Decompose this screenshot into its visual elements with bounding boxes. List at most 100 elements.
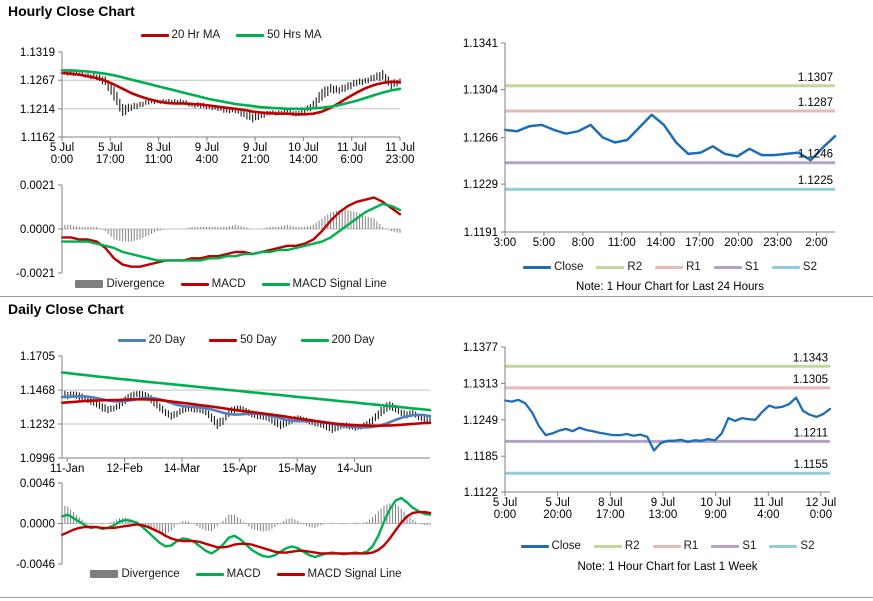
hourly-pivot-chart: 1.1307 1.1287 1.1246 1.1225 1.1341 1.1304 1.12… — [463, 38, 837, 249]
y-tick-label: -0.0046 — [16, 559, 55, 570]
legend-swatch-r2 — [593, 544, 622, 548]
series-ma-50day — [60, 397, 432, 428]
level-label-s2: 1.1225 — [798, 175, 833, 187]
legend-item: S2 — [771, 261, 817, 273]
x-tick-label: 12 Jul — [806, 497, 837, 509]
legend-item: R1 — [655, 261, 701, 273]
series-macd-signal-line — [60, 202, 402, 262]
y-tick-label: 1.1267 — [20, 75, 55, 87]
legend-item: 20 Hr MA — [140, 29, 220, 41]
hourly-pivot-note: Note: 1 Hour Chart for Last 24 Hours — [576, 281, 764, 293]
legend-swatch-200-day — [300, 338, 329, 342]
legend-label: S1 — [742, 540, 757, 552]
legend-item: 50 Day — [209, 334, 277, 346]
series-macd-signal-line — [60, 510, 432, 555]
x-tick-label: 5 Jul — [546, 497, 570, 509]
x-tick-label: 20:00 — [724, 237, 753, 249]
legend-item: R1 — [652, 540, 698, 552]
x-tick-label: 17:00 — [96, 154, 125, 166]
legend-label: Divergence — [106, 278, 165, 290]
y-tick-label: 1.1122 — [464, 487, 498, 499]
x-tick-label: 8 Jul — [598, 497, 622, 509]
daily-ma-legend: 20 Day 50 Day 200 Day — [62, 334, 430, 346]
x-tick-label: 11 Jul — [337, 142, 367, 154]
x-tick-label: 14:00 — [289, 154, 318, 166]
x-tick-label: 11 Jul — [385, 142, 415, 154]
legend-label: 200 Day — [331, 334, 375, 346]
legend-item: MACD — [195, 568, 261, 580]
y-tick-label: 1.1377 — [463, 342, 498, 354]
x-tick-label: 21:00 — [241, 154, 270, 166]
legend-label: 50 Day — [240, 334, 277, 346]
x-tick-label: 0:00 — [51, 154, 73, 166]
series-close-line — [503, 396, 832, 452]
x-tick-label: 20:00 — [543, 509, 572, 521]
x-tick-label: 14-Mar — [164, 463, 201, 475]
x-tick-label: 5 Jul — [98, 142, 122, 154]
x-tick-label: 3:00 — [494, 237, 516, 249]
legend-swatch-divergence — [90, 570, 119, 578]
x-tick-label: 5 Jul — [50, 142, 74, 154]
series-ma-200day — [60, 371, 432, 412]
weekly-pivot-legend: Close R2 R1 S1 S2 — [505, 540, 830, 552]
y-tick-label: 1.1229 — [463, 179, 498, 191]
y-tick-label: 1.1705 — [20, 351, 55, 363]
legend-item: S1 — [711, 540, 756, 552]
level-label-s1: 1.1211 — [794, 427, 828, 439]
y-tick-label: 1.1162 — [21, 132, 55, 144]
legend-swatch-s1 — [711, 544, 740, 548]
level-label-s2: 1.1155 — [794, 459, 828, 471]
level-label-r1: 1.1305 — [793, 374, 828, 386]
legend-item: MACD Signal Line — [276, 568, 402, 580]
y-tick-label: 0.0000 — [20, 224, 55, 236]
legend-item: MACD Signal Line — [261, 278, 387, 290]
x-tick-label: 2:00 — [805, 237, 827, 249]
y-tick-label: 1.1319 — [20, 47, 55, 59]
hourly-section-title: Hourly Close Chart — [8, 3, 135, 19]
legend-swatch-20-hr-ma — [140, 33, 169, 37]
x-tick-label: 17:00 — [596, 509, 625, 521]
y-tick-label: 1.1232 — [20, 419, 55, 431]
x-tick-label: 11-Jan — [50, 463, 84, 475]
level-label-s1: 1.1246 — [798, 149, 833, 161]
daily-macd-legend: Divergence MACD MACD Signal Line — [62, 568, 430, 580]
legend-swatch-divergence — [75, 280, 104, 288]
y-tick-label: -0.0021 — [16, 268, 55, 277]
legend-swatch-close — [520, 544, 549, 548]
legend-swatch-r1 — [655, 265, 684, 269]
x-tick-label: 0:00 — [810, 509, 832, 521]
y-tick-label: 0.0046 — [20, 478, 55, 490]
y-tick-label: 1.1468 — [20, 385, 55, 397]
section-divider — [0, 296, 873, 297]
level-label-r2: 1.1307 — [798, 72, 833, 84]
x-tick-label: 14:00 — [646, 237, 675, 249]
x-tick-label: 4:00 — [757, 509, 779, 521]
x-tick-label: 14-Jun — [337, 463, 372, 475]
hourly-macd-chart: 0.0021 0.0000 -0.0021 — [16, 180, 402, 277]
legend-label: R1 — [686, 261, 701, 273]
legend-label: 50 Hrs MA — [267, 29, 322, 41]
weekly-pivot-note: Note: 1 Hour Chart for Last 1 Week — [577, 561, 758, 573]
x-tick-label: 8 Jul — [146, 142, 170, 154]
legend-item: Close — [523, 261, 583, 273]
x-tick-label: 5 Jul — [493, 497, 517, 509]
x-tick-label: 8:00 — [572, 237, 594, 249]
y-tick-label: 1.1185 — [464, 451, 498, 463]
y-tick-label: 1.1249 — [463, 415, 498, 427]
x-tick-label: 15-May — [278, 463, 317, 475]
weekly-pivot-chart: 1.1343 1.1305 1.1211 1.1155 1.1377 1.1313 1.12… — [463, 342, 837, 521]
legend-label: MACD Signal Line — [307, 568, 402, 580]
legend-label: S1 — [744, 261, 759, 273]
legend-item: MACD — [180, 278, 246, 290]
legend-swatch-50-day — [209, 338, 238, 342]
legend-label: MACD — [226, 568, 261, 580]
legend-item: Divergence — [90, 568, 180, 580]
x-tick-label: 9 Jul — [651, 497, 675, 509]
legend-item: 50 Hrs MA — [236, 29, 321, 41]
x-tick-label: 11:00 — [145, 154, 173, 166]
x-tick-label: 9:00 — [704, 509, 726, 521]
legend-label: S2 — [800, 540, 815, 552]
legend-swatch-macd-signal-line — [276, 572, 305, 576]
